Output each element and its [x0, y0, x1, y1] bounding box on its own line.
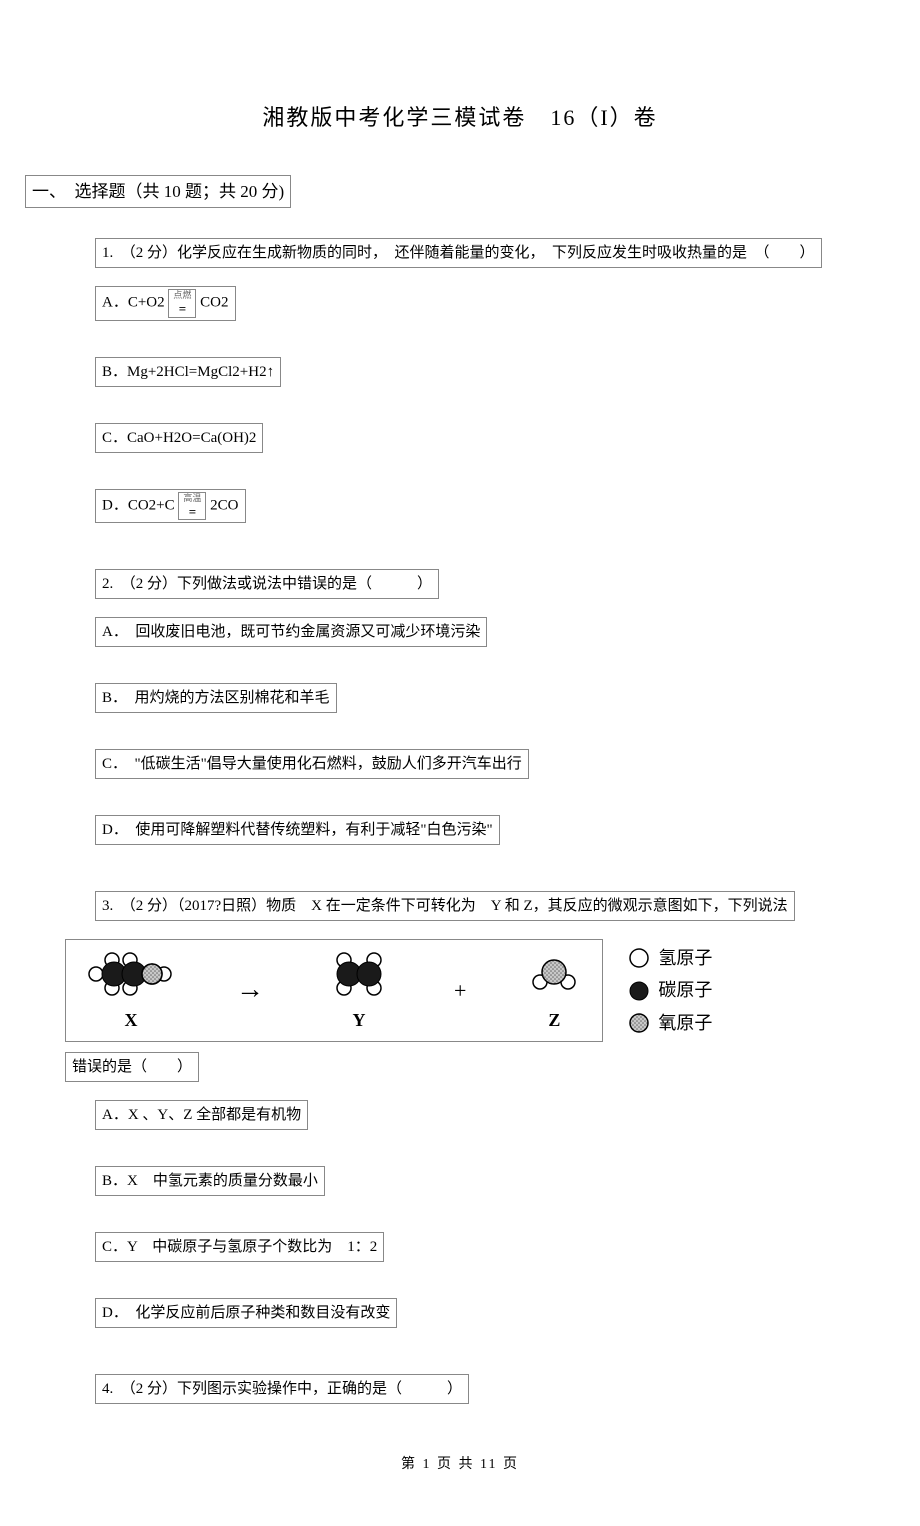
- molecule-z-icon: [526, 946, 582, 1002]
- question-3: 3. （2 分）（2017?日照）物质 X 在一定条件下可转化为 Y 和 Z，其…: [95, 891, 855, 1346]
- q1-optA-block: A．C+O2 点燃 = CO2: [95, 286, 236, 320]
- legend-hydrogen: 氢原子: [628, 942, 712, 974]
- section-header: 一、 选择题（共 10 题；共 20 分): [65, 175, 855, 238]
- q4-stem: 4. （2 分）下列图示实验操作中，正确的是（ ）: [95, 1374, 855, 1404]
- legend-oxygen-label: 氧原子: [658, 1007, 712, 1039]
- molecule-y: Y: [324, 946, 394, 1035]
- question-2: 2. （2 分）下列做法或说法中错误的是（ ） A． 回收废旧电池，既可节约金属…: [95, 569, 855, 863]
- q3-diagram: X → Y +: [65, 939, 855, 1042]
- q1-optD-cond: 高温: [183, 493, 201, 504]
- equals-icon: =: [173, 301, 191, 317]
- q1-optD-pre: D．CO2+C: [102, 497, 175, 513]
- molecule-y-label: Y: [353, 1006, 366, 1035]
- q1-optA-pre: A．C+O2: [102, 295, 165, 311]
- q2-stem: 2. （2 分）下列做法或说法中错误的是（ ）: [95, 569, 855, 599]
- q3-option-a: A．X 、Y、Z 全部都是有机物: [95, 1100, 308, 1130]
- q3-option-c: C．Y 中碳原子与氢原子个数比为 1：2: [95, 1232, 384, 1262]
- question-1: 1. （2 分）化学反应在生成新物质的同时， 还伴随着能量的变化， 下列反应发生…: [95, 238, 855, 541]
- plus-icon: +: [454, 973, 466, 1008]
- hydrogen-atom-icon: [628, 947, 650, 969]
- q3-stem: 3. （2 分）（2017?日照）物质 X 在一定条件下可转化为 Y 和 Z，其…: [95, 891, 855, 921]
- molecule-x: X: [86, 946, 176, 1035]
- section-header-text: 一、 选择题（共 10 题；共 20 分): [25, 175, 291, 208]
- q2-option-b: B． 用灼烧的方法区别棉花和羊毛: [95, 683, 337, 713]
- q1-optA-cond: 点燃: [173, 290, 191, 301]
- legend-oxygen: 氧原子: [628, 1007, 712, 1039]
- q3-option-b: B．X 中氢元素的质量分数最小: [95, 1166, 325, 1196]
- oxygen-atom-icon: [628, 1012, 650, 1034]
- q1-option-c: C．CaO+H2O=Ca(OH)2: [95, 423, 855, 471]
- q1-optC-text: C．CaO+H2O=Ca(OH)2: [95, 423, 263, 453]
- molecules-row: X → Y +: [86, 946, 582, 1035]
- molecule-z-label: Z: [548, 1006, 560, 1035]
- legend-hydrogen-label: 氢原子: [658, 942, 712, 974]
- q3-option-d: D． 化学反应前后原子种类和数目没有改变: [95, 1298, 397, 1328]
- page-footer: 第 1 页 共 11 页: [65, 1454, 855, 1476]
- document-title: 湘教版中考化学三模试卷 16（I）卷: [65, 100, 855, 135]
- q4-stem-text: 4. （2 分）下列图示实验操作中，正确的是（ ）: [95, 1374, 469, 1404]
- q1-stem-text: 1. （2 分）化学反应在生成新物质的同时， 还伴随着能量的变化， 下列反应发生…: [95, 238, 822, 268]
- q2-stem-text: 2. （2 分）下列做法或说法中错误的是（ ）: [95, 569, 439, 599]
- q3-diagram-box: X → Y +: [65, 939, 603, 1042]
- q2-option-d: D． 使用可降解塑料代替传统塑料，有利于减轻"白色污染": [95, 815, 500, 845]
- arrow-icon: →: [236, 968, 264, 1013]
- q1-option-d: D．CO2+C 高温 = 2CO: [95, 489, 855, 541]
- molecule-x-icon: [86, 946, 176, 1002]
- reaction-condition-icon: 高温 =: [178, 492, 206, 520]
- q2-option-a: A． 回收废旧电池，既可节约金属资源又可减少环境污染: [95, 617, 487, 647]
- reaction-condition-icon: 点燃 =: [168, 289, 196, 317]
- q1-option-b: B．Mg+2HCl=MgCl2+H2↑: [95, 357, 855, 405]
- q1-optA-post: CO2: [200, 295, 228, 311]
- molecule-z: Z: [526, 946, 582, 1035]
- molecule-y-icon: [324, 946, 394, 1002]
- molecule-x-label: X: [125, 1006, 138, 1035]
- q1-option-a: A．C+O2 点燃 = CO2: [95, 286, 855, 338]
- question-4: 4. （2 分）下列图示实验操作中，正确的是（ ）: [95, 1374, 855, 1404]
- atom-legend: 氢原子 碳原子 氧原子: [628, 942, 712, 1039]
- q1-optB-text: B．Mg+2HCl=MgCl2+H2↑: [95, 357, 281, 387]
- q3-error-label: 错误的是（ ）: [65, 1052, 855, 1082]
- q1-optD-post: 2CO: [210, 497, 238, 513]
- legend-carbon-label: 碳原子: [658, 974, 712, 1006]
- legend-carbon: 碳原子: [628, 974, 712, 1006]
- q3-error-text: 错误的是（ ）: [65, 1052, 199, 1082]
- equals-icon: =: [183, 504, 201, 520]
- q1-optD-block: D．CO2+C 高温 = 2CO: [95, 489, 246, 523]
- q2-option-c: C． "低碳生活"倡导大量使用化石燃料，鼓励人们多开汽车出行: [95, 749, 529, 779]
- carbon-atom-icon: [628, 980, 650, 1002]
- q3-stem-text: 3. （2 分）（2017?日照）物质 X 在一定条件下可转化为 Y 和 Z，其…: [95, 891, 795, 921]
- q1-stem: 1. （2 分）化学反应在生成新物质的同时， 还伴随着能量的变化， 下列反应发生…: [95, 238, 855, 268]
